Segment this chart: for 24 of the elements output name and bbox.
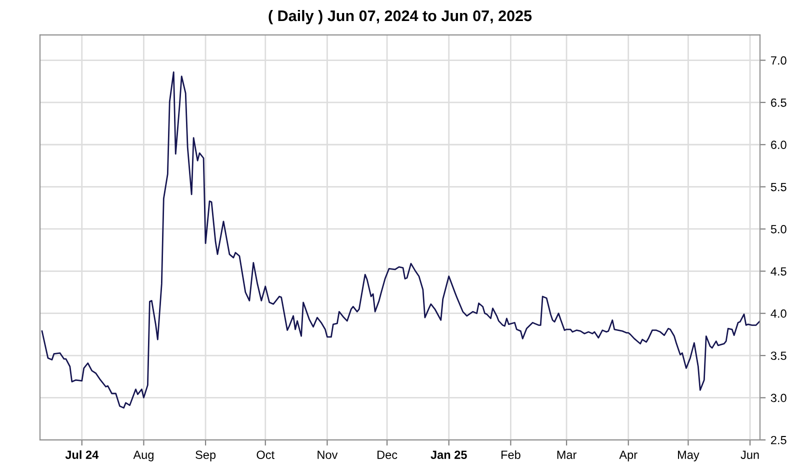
x-tick-label: Aug [133, 450, 154, 462]
y-tick-label: 3.5 [770, 352, 786, 360]
y-tick-label: 2.5 [771, 436, 786, 444]
x-tick-label: Jan 25 [430, 450, 467, 459]
x-tick-label: May [678, 450, 700, 462]
line-series [41, 71, 760, 409]
y-tick-label: 6.0 [771, 140, 786, 150]
y-tick-label: 6.5 [771, 98, 786, 107]
x-tick-label: Apr [619, 450, 638, 462]
x-tick-label: Oct [256, 450, 274, 459]
x-tick-label: Mar [557, 450, 577, 459]
y-tick-label: 7.0 [771, 56, 786, 65]
x-tick-label: Sep [196, 450, 216, 462]
x-tick-label: Jul 24 [65, 450, 99, 459]
x-tick-label: Nov [318, 450, 338, 459]
y-tick-label: 3.0 [770, 394, 786, 402]
x-tick-label: Feb [501, 450, 520, 459]
x-tick-label: Jun [740, 450, 759, 459]
y-tick-label: 5.5 [770, 182, 786, 192]
x-tick-label: Dec [378, 450, 398, 459]
y-tick-label: 4.0 [770, 309, 786, 318]
y-tick-label: 4.5 [770, 267, 786, 276]
y-tick-label: 5.0 [770, 225, 786, 234]
chart-title: ( Daily ) Jun 07, 2024 to Jun 07, 2025 [268, 10, 532, 24]
